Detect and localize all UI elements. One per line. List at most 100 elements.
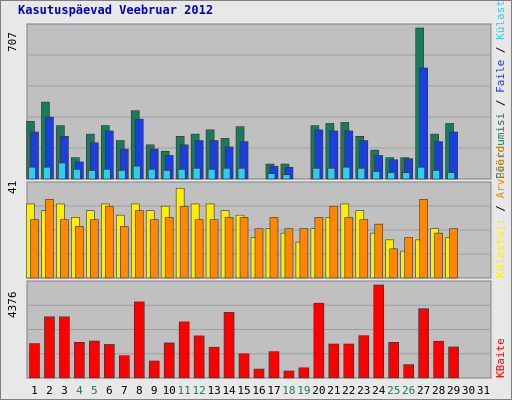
bar-külastajad-10	[162, 170, 171, 180]
bar-arvutaid-6	[105, 205, 114, 279]
bar-külastajad-3	[58, 162, 66, 180]
bar-kbaite-28	[433, 340, 444, 379]
chart-title: Kasutuspäevad Veebruar 2012	[18, 3, 214, 17]
bar-arvutaid-11	[179, 205, 189, 279]
x-tick-label-15: 15	[237, 384, 250, 397]
x-tick-label-11: 11	[178, 384, 191, 397]
bar-külastajad-29	[447, 172, 455, 180]
bar-külastajad-28	[432, 170, 440, 180]
bar-kbaite-8	[133, 301, 145, 379]
bar-kbaite-13	[208, 346, 220, 379]
x-tick-label-19: 19	[297, 384, 310, 397]
bar-kbaite-5	[89, 340, 100, 379]
bar-faile-29	[449, 131, 458, 180]
bar-külastajad-5	[88, 170, 96, 180]
bar-külastajad-17	[267, 173, 276, 180]
bar-külastajad-23	[357, 168, 366, 180]
legend-part: Külastajad	[494, 0, 507, 40]
bar-kbaite-4	[74, 341, 85, 379]
bar-arvutaid-15	[239, 217, 249, 279]
bar-arvutaid-18	[284, 228, 294, 279]
bar-arvutaid-10	[164, 217, 174, 279]
bar-külastajad-14	[222, 168, 231, 180]
bar-külastajad-9	[147, 169, 156, 180]
bar-külastajad-26	[402, 172, 410, 180]
bar-kbaite-19	[298, 367, 310, 379]
x-tick-label-4: 4	[76, 384, 83, 397]
bar-arvutaid-13	[209, 219, 219, 279]
bar-arvutaid-19	[299, 228, 309, 279]
bar-arvutaid-1	[30, 219, 39, 279]
bar-arvutaid-28	[434, 232, 443, 279]
bar-arvutaid-27	[419, 199, 428, 279]
legend-part: Külastaji	[494, 218, 507, 278]
bar-kbaite-3	[59, 316, 70, 379]
x-tick-label-20: 20	[312, 384, 325, 397]
x-tick-label-18: 18	[282, 384, 295, 397]
bar-arvutaid-4	[75, 226, 84, 279]
bar-arvutaid-24	[374, 223, 384, 279]
bar-kbaite-24	[373, 284, 385, 379]
x-tick-label-22: 22	[342, 384, 355, 397]
legend-label-middle: Külastaji / Arvutaid	[494, 146, 507, 278]
bar-külastajad-7	[117, 170, 126, 180]
x-tick-label-2: 2	[46, 384, 53, 397]
bar-arvutaid-26	[404, 237, 413, 279]
x-tick-label-26: 26	[402, 384, 415, 397]
bar-arvutaid-8	[134, 210, 144, 279]
x-tick-label-13: 13	[207, 384, 220, 397]
bar-külastajad-27	[417, 166, 425, 180]
bar-arvutaid-7	[119, 226, 129, 279]
x-tick-label-27: 27	[417, 384, 430, 397]
x-tick-label-30: 30	[462, 384, 475, 397]
bar-külastajad-21	[327, 168, 336, 180]
bar-arvutaid-2	[45, 199, 54, 279]
x-tick-label-28: 28	[432, 384, 445, 397]
bar-arvutaid-14	[224, 217, 234, 279]
x-tick-label-29: 29	[447, 384, 460, 397]
bar-kbaite-9	[148, 360, 160, 379]
bar-kbaite-15	[238, 353, 250, 379]
bar-arvutaid-21	[329, 205, 339, 279]
bar-külastajad-12	[192, 168, 201, 180]
bar-arvutaid-16	[254, 228, 264, 279]
y-max-label-bottom: 4376	[6, 291, 19, 319]
bar-kbaite-26	[403, 364, 414, 379]
x-tick-label-5: 5	[91, 384, 98, 397]
bar-külastajad-13	[207, 169, 216, 180]
x-tick-label-16: 16	[252, 384, 265, 397]
y-max-label-middle: 41	[6, 180, 19, 194]
bar-arvutaid-22	[344, 217, 354, 279]
bar-arvutaid-23	[359, 219, 369, 279]
bar-külastajad-22	[342, 166, 351, 180]
bar-kbaite-23	[358, 335, 370, 379]
bar-kbaite-17	[268, 351, 280, 379]
x-tick-label-24: 24	[372, 384, 386, 397]
bar-arvutaid-25	[389, 248, 399, 279]
bar-kbaite-27	[418, 308, 429, 379]
bar-kbaite-22	[343, 343, 355, 379]
legend-part: KBaite	[494, 338, 507, 378]
bar-kbaite-10	[163, 342, 175, 379]
bar-kbaite-14	[223, 312, 235, 379]
x-tick-label-7: 7	[121, 384, 128, 397]
bar-arvutaid-12	[194, 219, 204, 279]
bar-külastajad-4	[73, 169, 81, 180]
bar-kbaite-29	[448, 346, 459, 379]
legend-part: Arvutaid	[494, 145, 507, 199]
bar-kbaite-1	[29, 343, 40, 379]
x-tick-label-25: 25	[387, 384, 400, 397]
bar-arvutaid-20	[314, 217, 324, 279]
x-tick-label-10: 10	[163, 384, 176, 397]
x-tick-label-6: 6	[106, 384, 113, 397]
bar-kbaite-2	[44, 316, 55, 379]
bar-külastajad-15	[237, 168, 246, 180]
x-tick-label-8: 8	[136, 384, 143, 397]
bar-külastajad-18	[282, 174, 291, 180]
bar-arvutaid-29	[449, 228, 458, 279]
x-tick-label-9: 9	[151, 384, 158, 397]
bar-kbaite-12	[193, 335, 205, 379]
bar-kbaite-11	[178, 321, 190, 379]
